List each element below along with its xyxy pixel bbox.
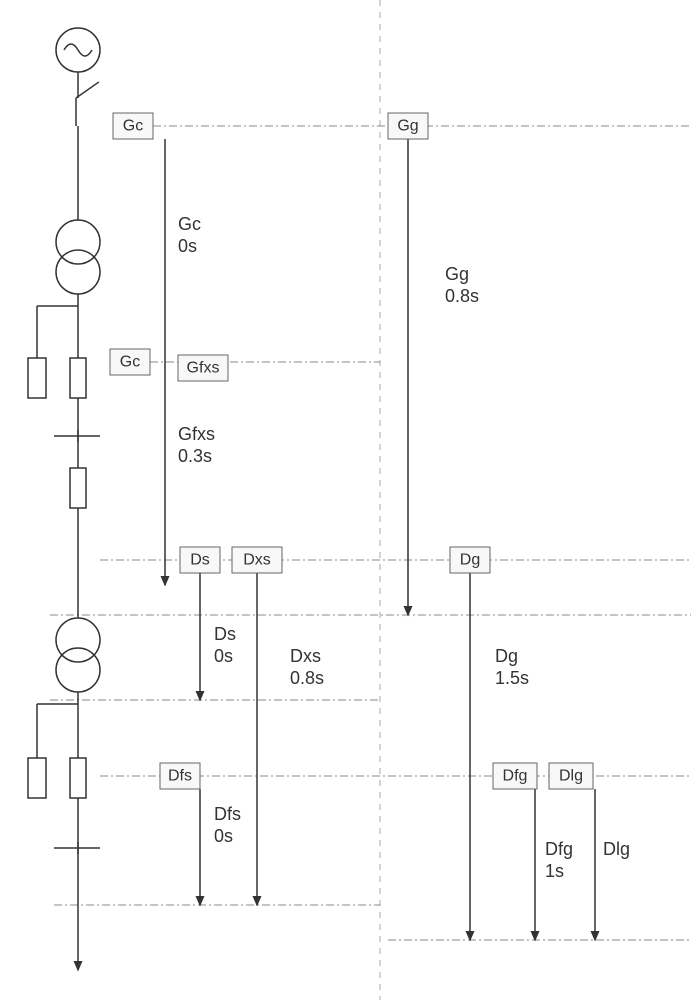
time-label-line: Ds — [214, 624, 236, 644]
relay-box-label: Dfs — [168, 768, 192, 785]
time-label-line: 0s — [214, 826, 233, 846]
relay-box-label: Dxs — [243, 552, 271, 569]
time-label-Gfxs_lbl: Gfxs0.3s — [178, 424, 215, 466]
sine-icon — [64, 44, 92, 56]
time-label-line: Gg — [445, 264, 469, 284]
time-label-line: 1.5s — [495, 668, 529, 688]
relay-box-label: Gc — [120, 354, 140, 371]
time-label-Ds_lbl: Ds0s — [214, 624, 236, 666]
relay-box-Dxs: Dxs — [232, 547, 282, 573]
relay-box-label: Dlg — [559, 768, 583, 785]
time-label-line: Dxs — [290, 646, 321, 666]
transformer1-icon — [56, 220, 100, 264]
relay-box-label: Dfg — [503, 768, 528, 785]
relay-box-Ds: Ds — [180, 547, 220, 573]
time-label-Dxs_lbl: Dxs0.8s — [290, 646, 324, 688]
time-label-line: Gfxs — [178, 424, 215, 444]
time-label-line: 0.3s — [178, 446, 212, 466]
time-label-line: 0.8s — [445, 286, 479, 306]
breaker-icon — [76, 82, 99, 98]
time-label-Dfg_lbl: Dfg1s — [545, 839, 573, 881]
coordination-diagram: GcGgGcGfxsDsDxsDgDfsDfgDlg Gc0sGg0.8sGfx… — [0, 0, 691, 1000]
ground-resistor-icon — [28, 758, 46, 798]
ground-resistor-icon — [28, 358, 46, 398]
time-label-line: 0s — [214, 646, 233, 666]
relay-box-Dfs: Dfs — [160, 763, 200, 789]
time-label-line: 0.8s — [290, 668, 324, 688]
relay-box-Gc_mid: Gc — [110, 349, 150, 375]
relay-box-Dg: Dg — [450, 547, 490, 573]
relay-box-Gfxs: Gfxs — [178, 355, 228, 381]
time-label-Dg_lbl: Dg1.5s — [495, 646, 529, 688]
transformer2-icon — [56, 618, 100, 662]
time-label-line: Dfs — [214, 804, 241, 824]
relay-box-Gc_top: Gc — [113, 113, 153, 139]
time-label-line: Dlg — [603, 839, 630, 859]
relay-box-label: Ds — [190, 552, 210, 569]
relay-box-Gg: Gg — [388, 113, 428, 139]
time-label-line: Dfg — [545, 839, 573, 859]
time-label-line: Dg — [495, 646, 518, 666]
time-label-Gg_lbl: Gg0.8s — [445, 264, 479, 306]
time-label-Gc_lbl: Gc0s — [178, 214, 201, 256]
fuse-icon — [70, 758, 86, 798]
relay-box-label: Gfxs — [187, 360, 220, 377]
time-label-line: 0s — [178, 236, 197, 256]
fuse-icon — [70, 358, 86, 398]
time-label-Dlg_lbl: Dlg — [603, 839, 630, 859]
time-label-Dfs_lbl: Dfs0s — [214, 804, 241, 846]
relay-box-label: Dg — [460, 552, 480, 569]
fuse-icon — [70, 468, 86, 508]
relay-box-Dlg: Dlg — [549, 763, 593, 789]
relay-box-label: Gc — [123, 118, 143, 135]
relay-box-Dfg: Dfg — [493, 763, 537, 789]
time-label-line: Gc — [178, 214, 201, 234]
relay-box-label: Gg — [397, 118, 418, 135]
time-label-line: 1s — [545, 861, 564, 881]
